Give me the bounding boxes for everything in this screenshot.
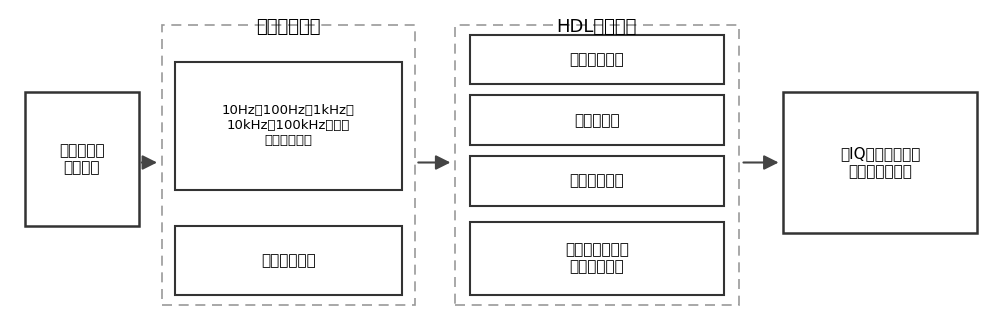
Text: 阿伦方差缩放及
噪声分量叠加: 阿伦方差缩放及 噪声分量叠加: [565, 242, 629, 275]
Bar: [470, 222, 724, 295]
Text: 滤波器模块: 滤波器模块: [574, 113, 620, 128]
Text: 与IQ调制程序联合
加载在信号源内: 与IQ调制程序联合 加载在信号源内: [840, 146, 921, 179]
Bar: [455, 25, 739, 305]
Text: 高斯噪声模块: 高斯噪声模块: [570, 52, 624, 67]
Bar: [25, 92, 139, 227]
Bar: [162, 25, 415, 305]
Bar: [175, 62, 402, 190]
Bar: [470, 35, 724, 84]
Text: HDL语言编写: HDL语言编写: [556, 18, 637, 36]
Bar: [470, 156, 724, 206]
Text: 输入接口定义: 输入接口定义: [256, 18, 321, 36]
Text: 线性调整系数: 线性调整系数: [261, 253, 316, 268]
Bar: [470, 96, 724, 145]
Text: 频点拟合模块: 频点拟合模块: [570, 173, 624, 188]
Bar: [175, 227, 402, 295]
Bar: [783, 92, 977, 233]
Text: 10Hz、100Hz、1kHz、
10kHz、100kHz频偏点
相位噪声数值: 10Hz、100Hz、1kHz、 10kHz、100kHz频偏点 相位噪声数值: [222, 104, 355, 147]
Text: 上位机控制
输入接口: 上位机控制 输入接口: [59, 143, 105, 176]
